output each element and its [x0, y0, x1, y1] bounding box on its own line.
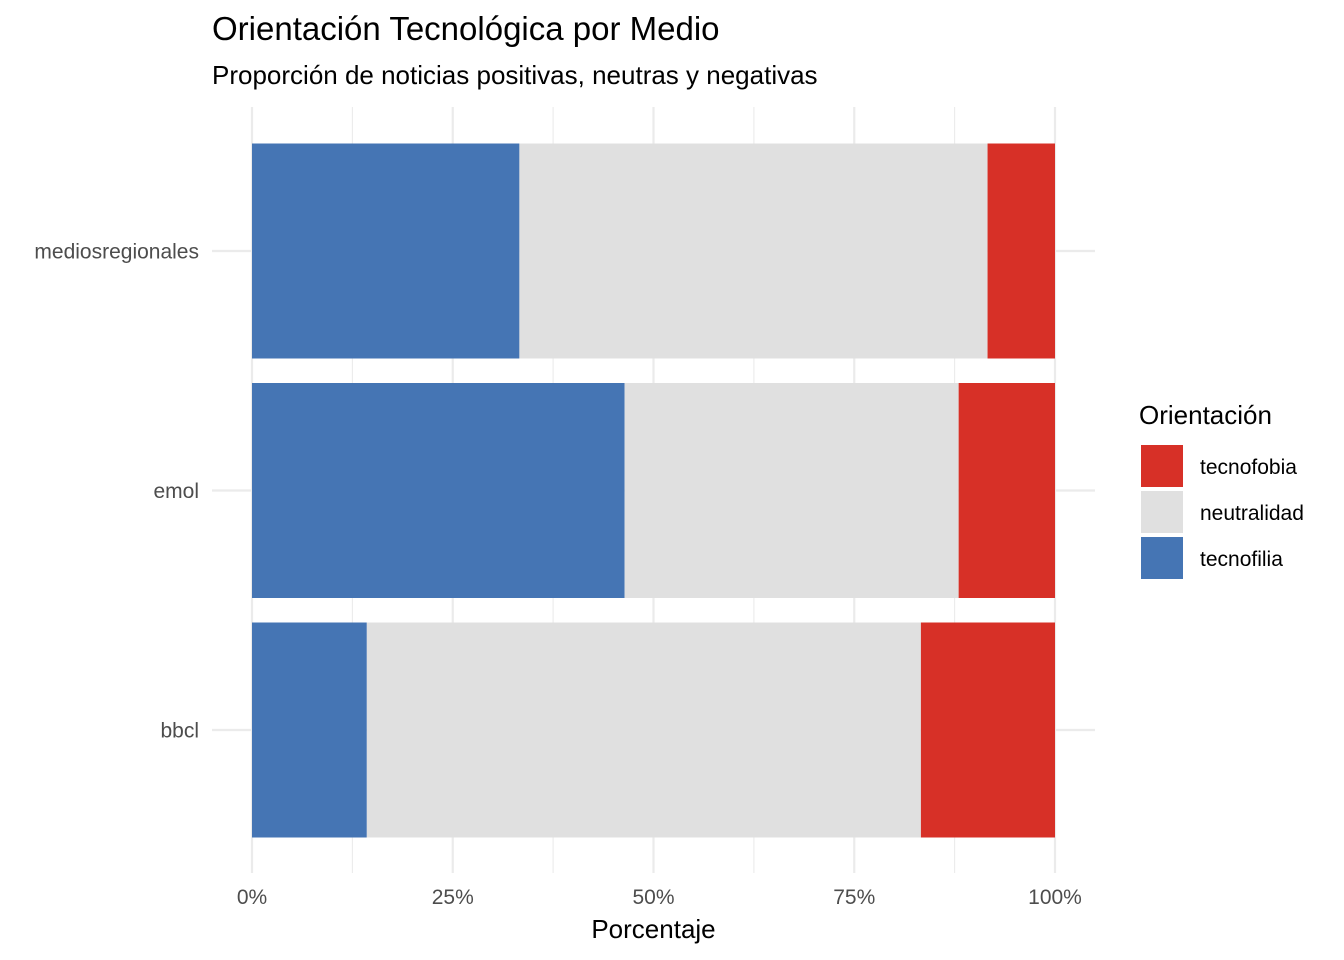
legend-label-neutralidad: neutralidad — [1200, 502, 1304, 525]
bar-mediosregionales-neutralidad — [519, 143, 988, 359]
legend-key-tecnofobia — [1141, 445, 1183, 487]
chart-title: Orientación Tecnológica por Medio — [212, 10, 720, 47]
x-axis-title: Porcentaje — [591, 914, 715, 944]
bar-mediosregionales-tecnofilia — [252, 143, 520, 359]
legend-label-tecnofilia: tecnofilia — [1200, 548, 1283, 571]
bars — [252, 143, 1055, 838]
x-tick-label: 100% — [1028, 886, 1082, 909]
x-tick-label: 25% — [432, 886, 474, 909]
y-axis: mediosregionales emol bbcl — [34, 241, 199, 743]
bar-emol-neutralidad — [624, 383, 959, 598]
bar-bbcl-tecnofilia — [252, 622, 367, 838]
legend-title: Orientación — [1139, 400, 1272, 430]
x-tick-label: 50% — [632, 886, 674, 909]
x-tick-label: 75% — [833, 886, 875, 909]
y-tick-label: emol — [153, 480, 199, 503]
bar-mediosregionales-tecnofobia — [987, 143, 1055, 359]
y-tick-label: mediosregionales — [34, 241, 199, 264]
bar-emol-tecnofilia — [252, 383, 625, 598]
legend: Orientación tecnofobia neutralidad tecnofi… — [1139, 400, 1304, 579]
legend-key-tecnofilia — [1141, 537, 1183, 579]
bar-bbcl-tecnofobia — [920, 622, 1055, 838]
bar-bbcl-neutralidad — [366, 622, 921, 838]
bar-emol-tecnofobia — [958, 383, 1055, 598]
y-tick-label: bbcl — [160, 720, 199, 743]
x-tick-label: 0% — [237, 886, 267, 909]
legend-key-neutralidad — [1141, 491, 1183, 533]
x-axis: 0% 25% 50% 75% 100% — [237, 886, 1082, 909]
chart-subtitle: Proporción de noticias positivas, neutra… — [212, 60, 818, 90]
legend-label-tecnofobia: tecnofobia — [1200, 456, 1297, 479]
